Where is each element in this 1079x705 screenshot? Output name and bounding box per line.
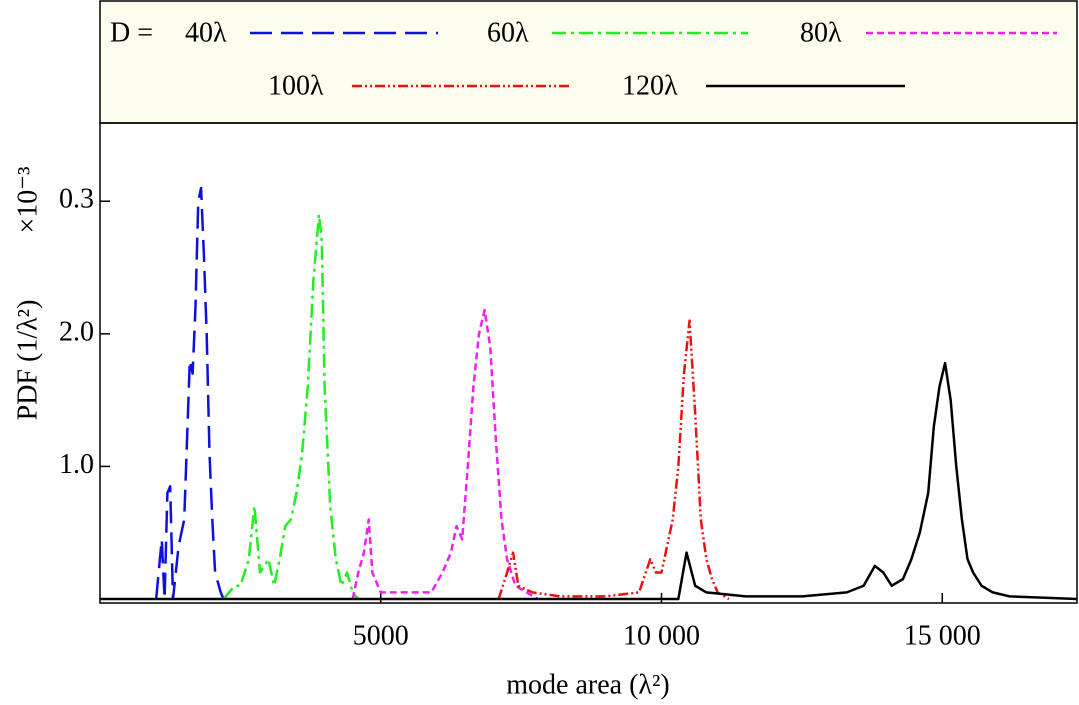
y-tick-label: 2.0 xyxy=(59,316,94,347)
y-tick-label: 0.3 xyxy=(59,184,94,215)
legend-label: 60λ xyxy=(487,17,529,48)
x-tick-label: 15 000 xyxy=(904,620,981,651)
x-tick-label: 10 000 xyxy=(623,620,700,651)
legend-label: 100λ xyxy=(268,70,324,101)
data-line xyxy=(154,186,225,601)
data-line xyxy=(222,213,360,600)
legend-prefix: D = xyxy=(110,17,153,48)
y-axis-label: PDF (1/λ²) xyxy=(12,300,43,421)
x-tick-label: 5000 xyxy=(353,620,409,651)
legend-box xyxy=(99,0,1078,124)
plot-frame xyxy=(99,122,1078,604)
data-line xyxy=(100,361,1078,601)
legend-label: 80λ xyxy=(800,17,842,48)
legend-label: 120λ xyxy=(622,70,678,101)
y-multiplier: ×10⁻³ xyxy=(12,167,43,234)
y-tick-label: 1.0 xyxy=(59,449,94,480)
data-line xyxy=(497,319,730,601)
data-line xyxy=(351,308,539,601)
legend-label: 40λ xyxy=(185,17,227,48)
x-axis-label: mode area (λ²) xyxy=(506,669,669,700)
